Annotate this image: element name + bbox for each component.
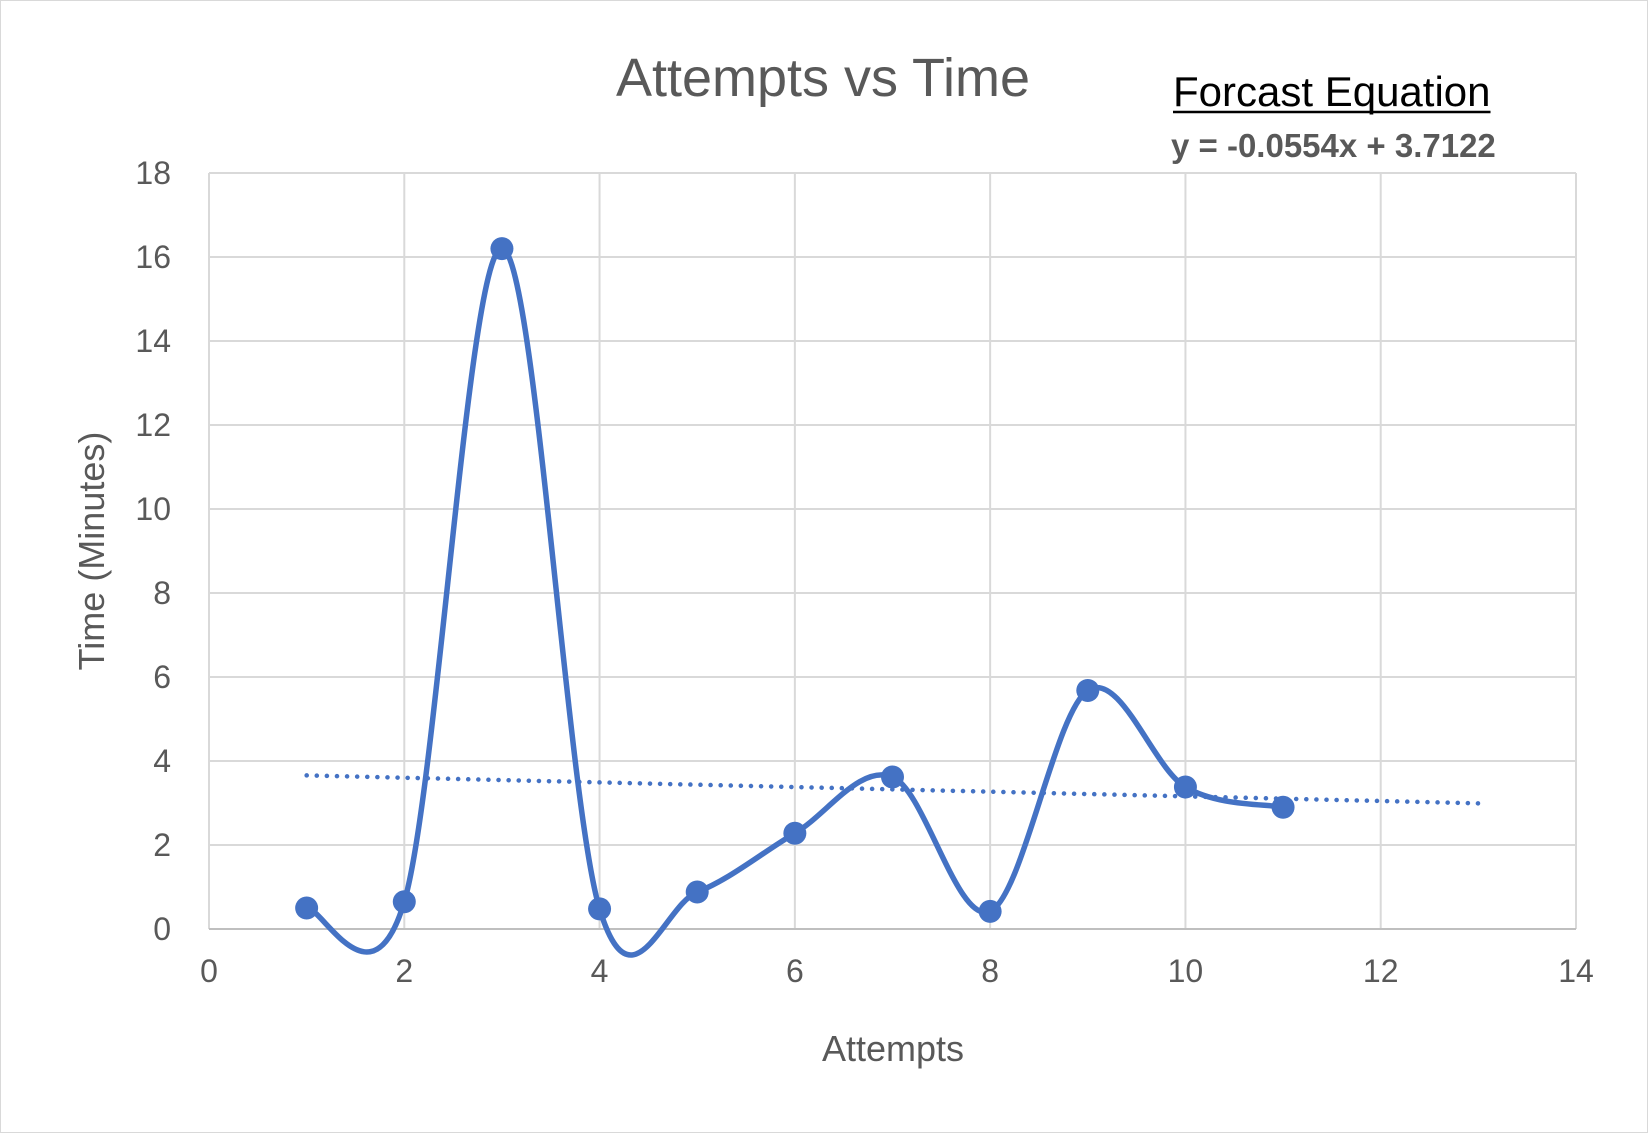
y-tick-label: 4 [153, 743, 171, 779]
y-tick-label: 10 [135, 491, 171, 527]
data-point [978, 899, 1002, 923]
y-axis-title: Time (Minutes) [71, 432, 112, 671]
y-tick-label: 8 [153, 575, 171, 611]
y-axis-ticks: 0 2 4 6 8 10 12 14 16 18 [135, 155, 171, 947]
data-point [1076, 678, 1100, 702]
y-tick-label: 16 [135, 239, 171, 275]
y-tick-label: 18 [135, 155, 171, 191]
data-point [588, 897, 612, 921]
x-tick-label: 0 [200, 953, 218, 989]
y-tick-label: 2 [153, 827, 171, 863]
chart-title: Attempts vs Time [616, 48, 1030, 108]
x-tick-label: 6 [786, 953, 804, 989]
x-axis-ticks: 0 2 4 6 8 10 12 14 [200, 953, 1594, 989]
forecast-equation: y = -0.0554x + 3.7122 [1171, 127, 1496, 164]
x-tick-label: 2 [395, 953, 413, 989]
x-tick-label: 12 [1363, 953, 1399, 989]
data-point [1173, 775, 1197, 799]
trendline-group [304, 773, 1481, 806]
data-point [392, 890, 416, 914]
data-point [295, 896, 319, 920]
data-point [490, 237, 514, 261]
y-tick-label: 14 [135, 323, 171, 359]
y-tick-label: 0 [153, 911, 171, 947]
data-point [881, 765, 904, 789]
data-point [1271, 795, 1295, 819]
x-tick-label: 14 [1558, 953, 1594, 989]
y-tick-label: 12 [135, 407, 171, 443]
x-tick-label: 8 [981, 953, 999, 989]
x-tick-label: 10 [1168, 953, 1204, 989]
y-tick-label: 6 [153, 659, 171, 695]
series-group [295, 237, 1295, 958]
data-point [685, 880, 709, 904]
trendline [304, 773, 1481, 806]
data-point [783, 821, 807, 845]
x-axis-title: Attempts [822, 1028, 964, 1069]
forecast-heading: Forcast Equation [1173, 68, 1491, 115]
grid [208, 172, 1577, 929]
x-tick-label: 4 [591, 953, 609, 989]
